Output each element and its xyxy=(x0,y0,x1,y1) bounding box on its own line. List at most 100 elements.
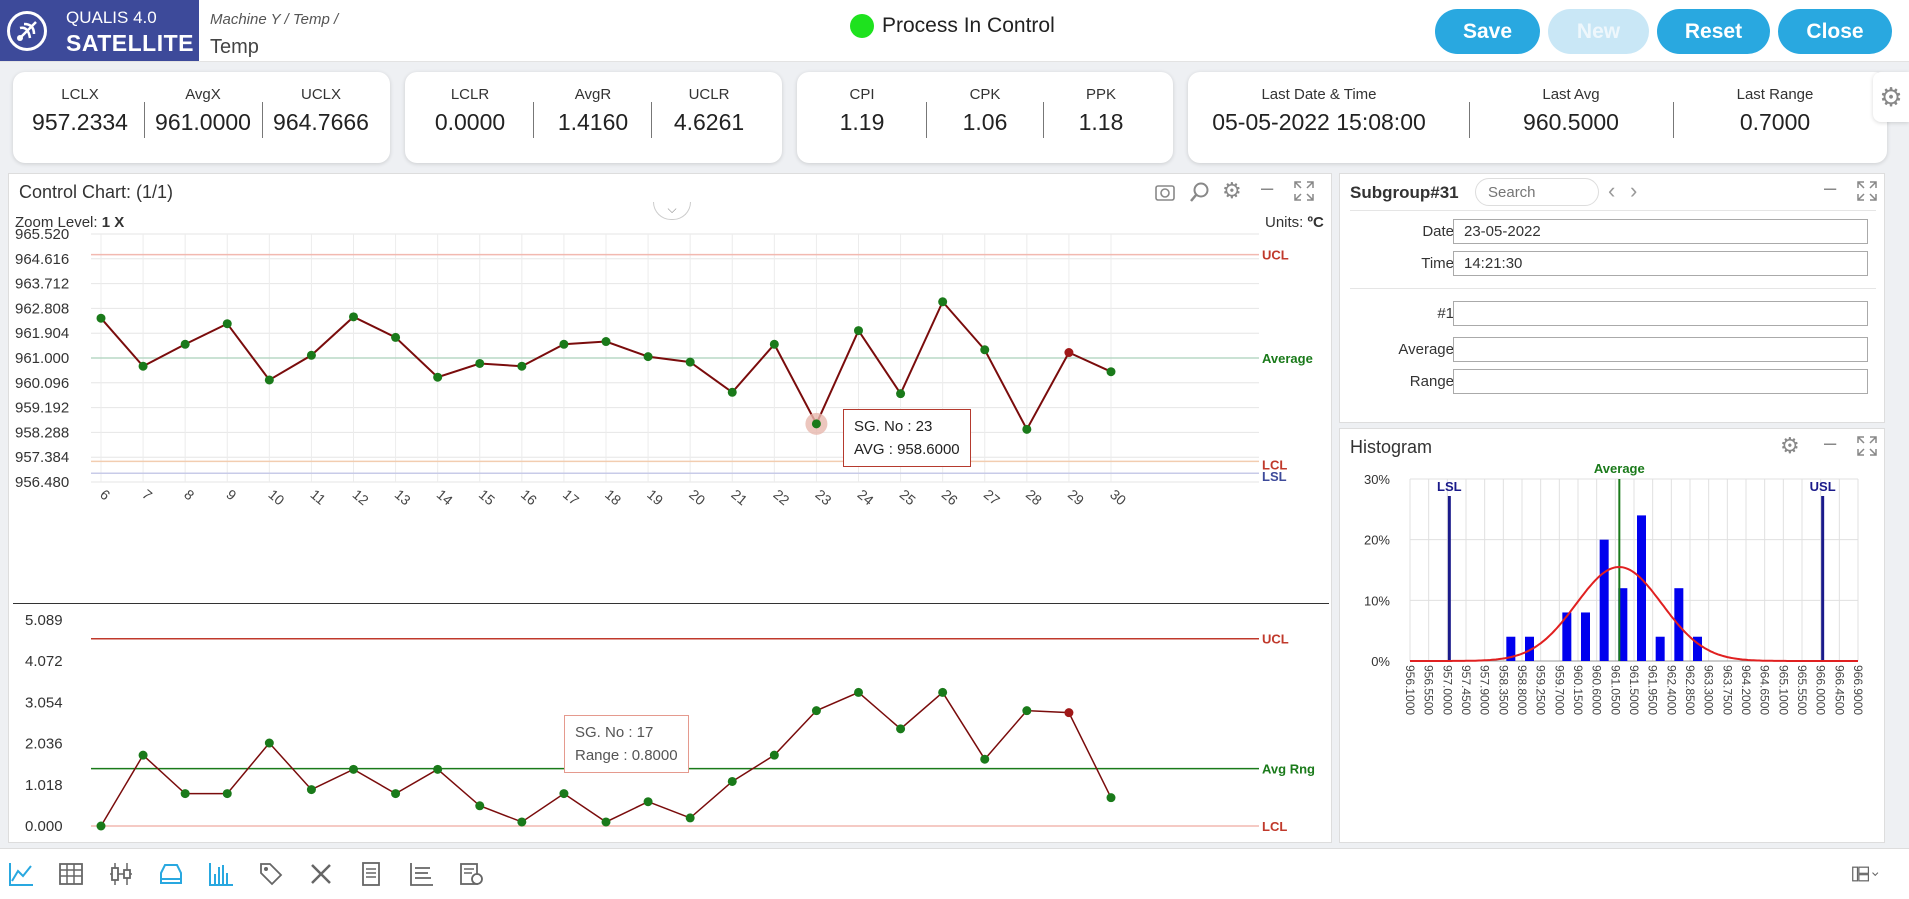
search-icon[interactable] xyxy=(1189,181,1211,207)
x-tick-label: 29 xyxy=(1065,486,1087,508)
range-point xyxy=(96,821,106,831)
close-button[interactable]: Close xyxy=(1778,9,1892,54)
minimize-icon[interactable]: – xyxy=(1824,430,1837,455)
x-tick-label: 961.0500 xyxy=(1608,665,1622,715)
average-field[interactable] xyxy=(1453,337,1868,362)
y-tick-label: 962.808 xyxy=(15,300,69,317)
range-point xyxy=(769,750,779,760)
app-logo: QUALIS 4.0 SATELLITE xyxy=(0,0,199,61)
range-point xyxy=(854,687,863,697)
stat-avgx: AvgX 961.0000 xyxy=(155,86,251,135)
xbar-point xyxy=(980,345,990,355)
stat-lclr: LCLR 0.0000 xyxy=(434,86,506,135)
x-tick-label: 966.9000 xyxy=(1851,665,1865,715)
avg-range-label: Avg Rng xyxy=(1262,762,1315,777)
save-button[interactable]: Save xyxy=(1435,9,1540,54)
range-point xyxy=(349,764,358,774)
control-chart-panel: Control Chart: (1/1) ⚙ – ⌵ Zoom Level: 1… xyxy=(8,173,1332,843)
y-tick-label: 965.520 xyxy=(15,226,69,243)
x-tick-label: 957.9000 xyxy=(1478,665,1492,715)
xbar-chart[interactable]: 965.520 964.616 963.712 962.808 961.904 961.0… xyxy=(9,226,1331,554)
histogram-bar xyxy=(1693,636,1702,661)
xbar-point xyxy=(1064,348,1074,358)
xbar-point xyxy=(811,419,821,429)
expand-icon[interactable] xyxy=(1856,180,1878,206)
report-icon[interactable] xyxy=(456,859,486,889)
stat-lclx: LCLX 957.2334 xyxy=(32,86,128,135)
range-point xyxy=(559,789,569,799)
xbar-point xyxy=(517,361,527,371)
histogram-icon[interactable] xyxy=(206,859,236,889)
stat-last-avg: Last Avg 960.5000 xyxy=(1523,86,1619,135)
y-tick-label: 964.616 xyxy=(15,251,69,268)
x-tick-label: 9 xyxy=(223,486,239,503)
r-limits-card: LCLR 0.0000 AvgR 1.4160 UCLR 4.6261 xyxy=(405,72,782,163)
expand-icon[interactable] xyxy=(1856,435,1878,461)
subgroup-search-input[interactable] xyxy=(1475,178,1599,206)
x-tick-label: 959.7000 xyxy=(1552,665,1566,715)
layout-switch-icon[interactable] xyxy=(1850,859,1894,889)
reset-button[interactable]: Reset xyxy=(1657,9,1770,54)
tools-icon[interactable] xyxy=(306,859,336,889)
ucl-label: UCL xyxy=(1262,632,1289,647)
stat-avgr: AvgR 1.4160 xyxy=(557,86,629,135)
expand-icon[interactable] xyxy=(1293,180,1315,206)
y-tick-label: 30% xyxy=(1364,472,1390,487)
xbar-point xyxy=(1106,367,1116,377)
next-chevron-icon[interactable]: › xyxy=(1630,178,1638,203)
bar-list-icon[interactable] xyxy=(406,859,436,889)
new-button[interactable]: New xyxy=(1548,9,1649,54)
gear-icon[interactable]: ⚙ xyxy=(1780,433,1800,458)
x-tick-label: 17 xyxy=(560,486,582,508)
range-point xyxy=(685,813,695,823)
x-tick-label: 965.1000 xyxy=(1776,665,1790,715)
range-field[interactable] xyxy=(1453,369,1868,394)
xbar-point xyxy=(938,297,948,307)
date-field[interactable]: 23-05-2022 xyxy=(1453,219,1868,244)
range-point xyxy=(517,817,527,827)
line-chart-icon[interactable] xyxy=(6,859,36,889)
gear-icon[interactable]: ⚙ xyxy=(1222,178,1242,203)
stat-ppk: PPK 1.18 xyxy=(1078,86,1124,135)
breadcrumb[interactable]: Machine Y / Temp / xyxy=(210,11,339,28)
table-icon[interactable] xyxy=(56,859,86,889)
stat-uclr: UCLR 4.6261 xyxy=(673,86,745,135)
y-tick-label: 957.384 xyxy=(15,449,69,466)
reading-1-field[interactable] xyxy=(1453,301,1868,326)
xbar-point xyxy=(391,332,401,342)
histogram-bar xyxy=(1655,636,1665,661)
stat-last-range: Last Range 0.7000 xyxy=(1736,86,1814,135)
tag-edit-icon[interactable] xyxy=(256,859,286,889)
range-point xyxy=(222,789,232,799)
usl-label: USL xyxy=(1810,479,1836,494)
x-tick-label: 957.4500 xyxy=(1459,665,1473,715)
xbar-tooltip: SG. No : 23 AVG : 958.6000 xyxy=(843,409,971,467)
units-label: Units: ºC xyxy=(1265,214,1324,231)
range-point xyxy=(1064,708,1074,718)
x-tick-label: 956.5500 xyxy=(1422,665,1436,715)
range-point xyxy=(391,789,401,799)
prev-chevron-icon[interactable]: ‹ xyxy=(1608,178,1616,203)
subgroup-title: Subgroup#31 xyxy=(1350,183,1459,202)
x-tick-label: 13 xyxy=(392,486,414,508)
x-tick-label: 24 xyxy=(855,486,877,508)
settings-gears-icon[interactable]: ⚙ xyxy=(1873,72,1909,122)
x-tick-label: 6 xyxy=(97,486,113,503)
document-icon[interactable] xyxy=(356,859,386,889)
x-tick-label: 18 xyxy=(602,486,624,508)
histogram-title: Histogram xyxy=(1350,437,1433,457)
xbar-point xyxy=(854,326,863,336)
minimize-icon[interactable]: – xyxy=(1261,175,1274,200)
box-plot-icon[interactable] xyxy=(106,859,136,889)
lcl-label: LCL xyxy=(1262,457,1287,472)
screenshot-icon[interactable] xyxy=(1154,181,1176,207)
collapse-tab-chevron-icon[interactable]: ⌵ xyxy=(653,202,691,220)
time-field[interactable]: 14:21:30 xyxy=(1453,251,1868,276)
histogram-chart[interactable]: 30% 20% 10% 0% 956.1000 956.5500 957.0000 957.4… xyxy=(1340,461,1884,841)
minimize-icon[interactable]: – xyxy=(1824,175,1837,200)
xbar-point xyxy=(685,357,695,367)
range-point xyxy=(938,687,948,697)
layers-icon[interactable] xyxy=(156,859,186,889)
capability-card: CPI 1.19 CPK 1.06 PPK 1.18 xyxy=(797,72,1173,163)
x-tick-label: 966.0000 xyxy=(1814,665,1828,715)
